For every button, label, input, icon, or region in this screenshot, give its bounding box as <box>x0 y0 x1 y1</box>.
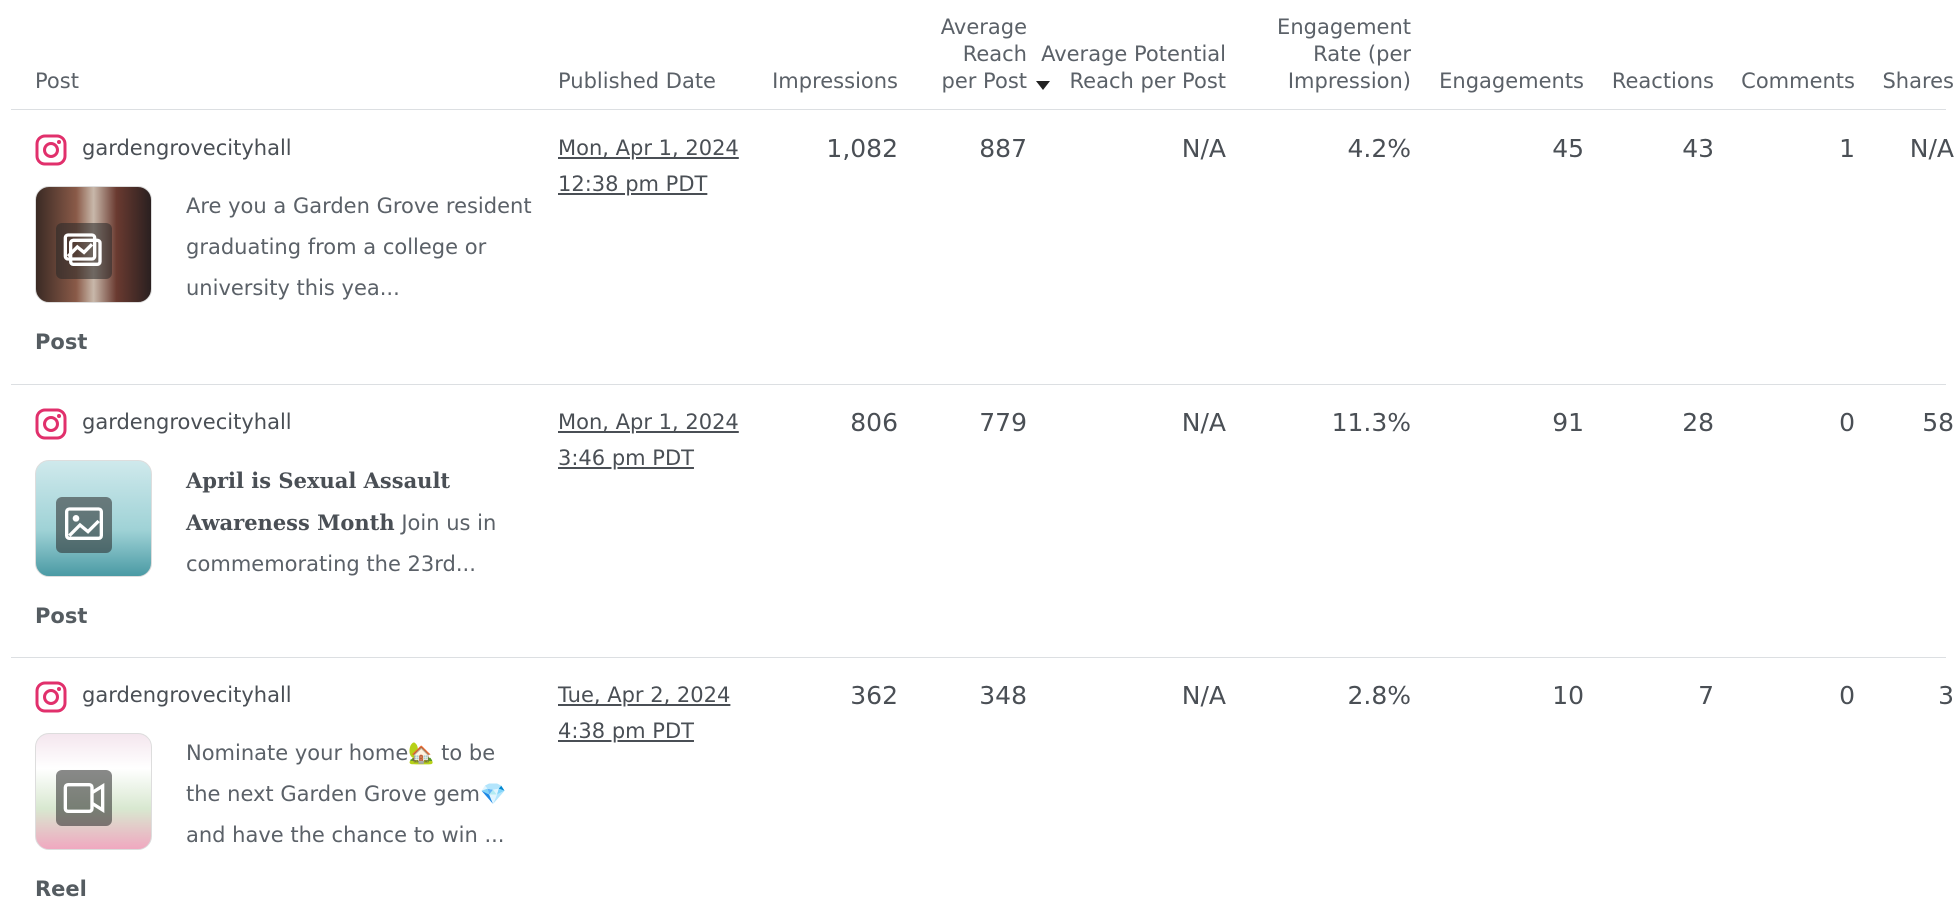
metric-cell: 1 <box>1730 134 1855 163</box>
caption-text: Nominate your home🏡 to be the next Garde… <box>186 741 506 847</box>
column-header[interactable]: Comments <box>1730 68 1855 109</box>
metric-cell: 28 <box>1594 408 1714 437</box>
metric-cell: 362 <box>748 681 898 710</box>
column-header[interactable]: Engagements <box>1424 68 1584 109</box>
caption-text: Are you a Garden Grove resident graduati… <box>186 194 532 300</box>
post-caption[interactable]: Are you a Garden Grove resident graduati… <box>186 186 536 309</box>
metric-cell: 45 <box>1424 134 1584 163</box>
metric-cell: 4.2% <box>1261 134 1411 163</box>
metric-cell: 887 <box>922 134 1027 163</box>
metric-cell: 91 <box>1424 408 1584 437</box>
media-type-icon <box>56 497 112 553</box>
account-name: gardengrovecityhall <box>82 683 292 707</box>
time[interactable]: 12:38 pm PDT <box>558 166 739 202</box>
metric-cell: 0 <box>1730 408 1855 437</box>
metric-cell: 58 <box>1874 408 1954 437</box>
metric-cell: 779 <box>922 408 1027 437</box>
metric-cell: 43 <box>1594 134 1714 163</box>
metric-cell: 10 <box>1424 681 1584 710</box>
instagram-icon <box>35 681 67 713</box>
metric-cell: 348 <box>922 681 1027 710</box>
column-header: Post <box>35 68 515 109</box>
post-caption[interactable]: Nominate your home🏡 to be the next Garde… <box>186 733 536 856</box>
table-body: gardengrovecityhall Are you a Garden Grov… <box>0 110 1958 916</box>
date[interactable]: Mon, Apr 1, 2024 <box>558 404 739 440</box>
metric-cell: 11.3% <box>1261 408 1411 437</box>
metric-cell: 806 <box>748 408 898 437</box>
instagram-icon <box>35 408 67 440</box>
column-header[interactable]: Average Reach per Post <box>922 14 1027 109</box>
time[interactable]: 3:46 pm PDT <box>558 440 739 476</box>
time[interactable]: 4:38 pm PDT <box>558 713 730 749</box>
metric-cell: N/A <box>1036 681 1226 710</box>
column-header[interactable]: Average Potential Reach per Post <box>1036 41 1226 109</box>
media-type-icon <box>56 223 112 279</box>
table-row[interactable]: gardengrovecityhall April is Sexual Assau… <box>0 384 1958 657</box>
table-row[interactable]: gardengrovecityhall Are you a Garden Grov… <box>0 110 1958 384</box>
post-thumbnail[interactable] <box>35 733 152 850</box>
column-header[interactable]: Shares <box>1874 68 1954 109</box>
table-row[interactable]: gardengrovecityhall Nominate your home🏡 t… <box>0 657 1958 916</box>
post-type: Post <box>35 604 87 628</box>
account-name: gardengrovecityhall <box>82 410 292 434</box>
media-type-icon <box>56 770 112 826</box>
column-header[interactable]: Impressions <box>748 68 898 109</box>
metric-cell: 3 <box>1874 681 1954 710</box>
post-thumbnail[interactable] <box>35 460 152 577</box>
metric-cell: N/A <box>1874 134 1954 163</box>
metric-cell: 7 <box>1594 681 1714 710</box>
metric-cell: 1,082 <box>748 134 898 163</box>
column-header[interactable]: Published Date <box>558 68 758 109</box>
account-name: gardengrovecityhall <box>82 136 292 160</box>
page: Post Published DateImpressions Average Rea… <box>0 0 1958 916</box>
post-type: Post <box>35 330 87 354</box>
metric-cell: 0 <box>1730 681 1855 710</box>
metric-cell: N/A <box>1036 134 1226 163</box>
column-header[interactable]: Engagement Rate (per Impression) <box>1261 14 1411 109</box>
metric-cell: N/A <box>1036 408 1226 437</box>
instagram-icon <box>35 134 67 166</box>
post-type: Reel <box>35 877 87 901</box>
post-thumbnail[interactable] <box>35 186 152 303</box>
post-caption[interactable]: April is Sexual Assault Awareness Month … <box>186 460 536 585</box>
column-header[interactable]: Reactions <box>1594 68 1714 109</box>
date[interactable]: Tue, Apr 2, 2024 <box>558 677 730 713</box>
metric-cell: 2.8% <box>1261 681 1411 710</box>
date[interactable]: Mon, Apr 1, 2024 <box>558 130 739 166</box>
